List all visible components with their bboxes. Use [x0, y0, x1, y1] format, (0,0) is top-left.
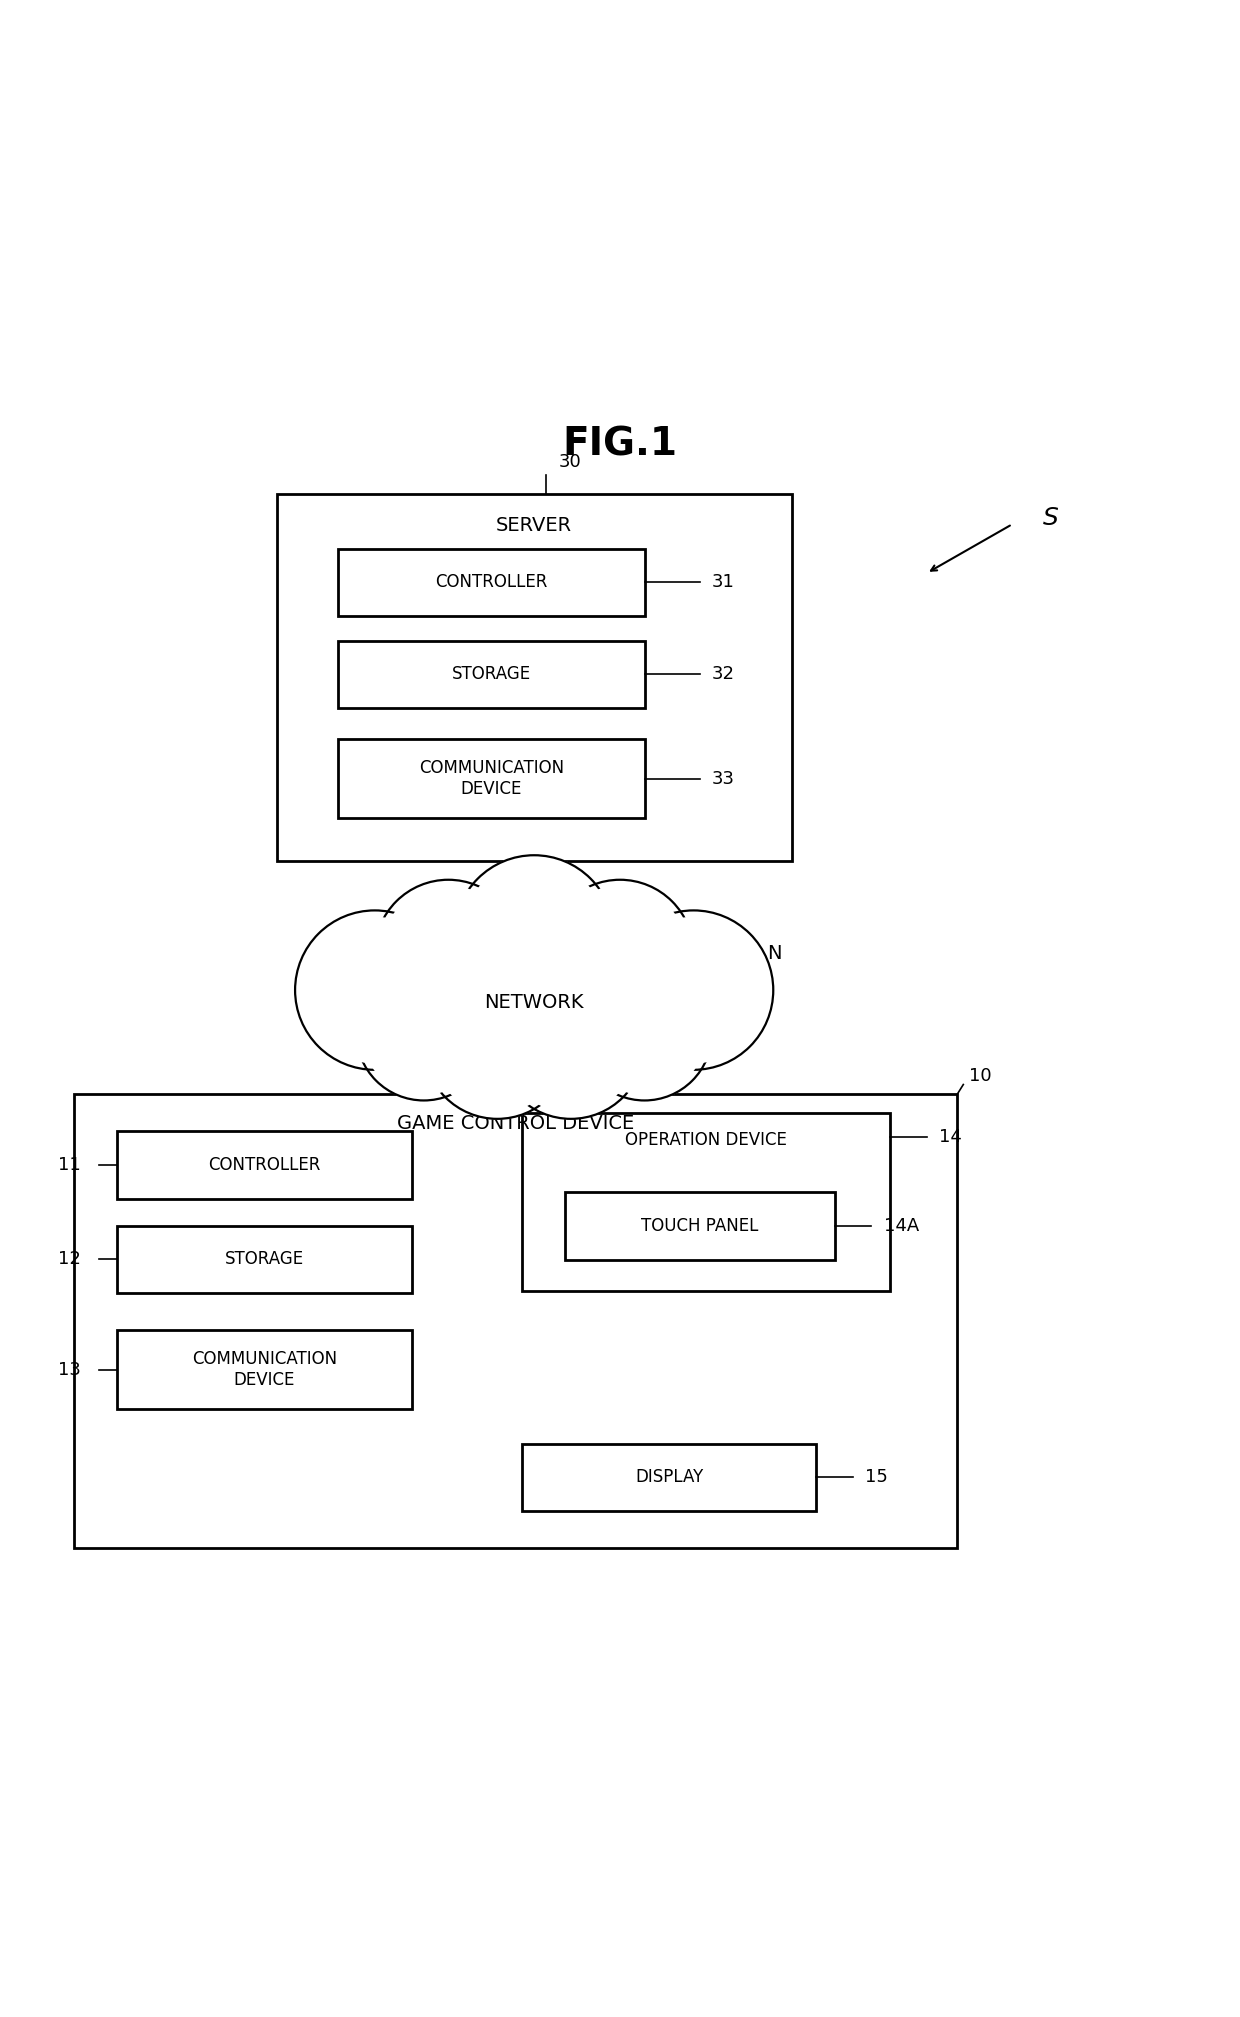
FancyBboxPatch shape — [118, 1132, 412, 1198]
Circle shape — [295, 910, 455, 1069]
Text: COMMUNICATION
DEVICE: COMMUNICATION DEVICE — [419, 758, 564, 799]
Circle shape — [381, 885, 516, 1021]
Text: 10: 10 — [970, 1067, 992, 1085]
FancyBboxPatch shape — [522, 1444, 816, 1511]
FancyBboxPatch shape — [522, 1113, 890, 1291]
Text: 31: 31 — [712, 573, 735, 591]
FancyBboxPatch shape — [118, 1226, 412, 1293]
FancyBboxPatch shape — [118, 1329, 412, 1410]
Circle shape — [503, 978, 639, 1113]
Circle shape — [424, 972, 570, 1119]
Circle shape — [301, 918, 448, 1063]
FancyBboxPatch shape — [565, 1192, 835, 1261]
Text: 13: 13 — [57, 1361, 81, 1378]
Text: CONTROLLER: CONTROLLER — [435, 573, 547, 591]
Text: DISPLAY: DISPLAY — [635, 1468, 703, 1487]
Circle shape — [497, 972, 645, 1119]
Text: COMMUNICATION
DEVICE: COMMUNICATION DEVICE — [192, 1349, 337, 1390]
Circle shape — [552, 885, 688, 1021]
Circle shape — [614, 910, 774, 1069]
FancyBboxPatch shape — [277, 494, 791, 861]
Text: 12: 12 — [57, 1251, 81, 1269]
Text: STORAGE: STORAGE — [224, 1251, 304, 1269]
Circle shape — [362, 970, 486, 1095]
Text: NETWORK: NETWORK — [485, 992, 584, 1013]
Circle shape — [430, 978, 565, 1113]
Circle shape — [547, 879, 693, 1027]
Text: S: S — [1043, 506, 1059, 530]
Text: SERVER: SERVER — [496, 516, 572, 535]
Circle shape — [577, 966, 712, 1101]
FancyBboxPatch shape — [339, 738, 645, 819]
Circle shape — [374, 879, 522, 1027]
Circle shape — [583, 970, 707, 1095]
Text: 15: 15 — [866, 1468, 888, 1487]
Text: STORAGE: STORAGE — [451, 666, 531, 684]
Text: FIG.1: FIG.1 — [563, 426, 677, 464]
Text: GAME CONTROL DEVICE: GAME CONTROL DEVICE — [397, 1113, 635, 1134]
FancyBboxPatch shape — [339, 549, 645, 615]
Text: 32: 32 — [712, 666, 735, 684]
Text: CONTROLLER: CONTROLLER — [208, 1156, 321, 1174]
Text: N: N — [768, 944, 781, 962]
FancyBboxPatch shape — [74, 1095, 957, 1547]
Circle shape — [620, 918, 766, 1063]
Circle shape — [461, 861, 608, 1008]
Circle shape — [455, 855, 614, 1015]
Text: OPERATION DEVICE: OPERATION DEVICE — [625, 1132, 786, 1150]
Text: 14A: 14A — [884, 1216, 919, 1234]
Text: TOUCH PANEL: TOUCH PANEL — [641, 1216, 759, 1234]
FancyBboxPatch shape — [339, 641, 645, 708]
Text: 33: 33 — [712, 770, 735, 787]
Text: 30: 30 — [559, 454, 582, 472]
Circle shape — [356, 966, 491, 1101]
Text: 14: 14 — [939, 1128, 962, 1146]
Text: 11: 11 — [58, 1156, 81, 1174]
